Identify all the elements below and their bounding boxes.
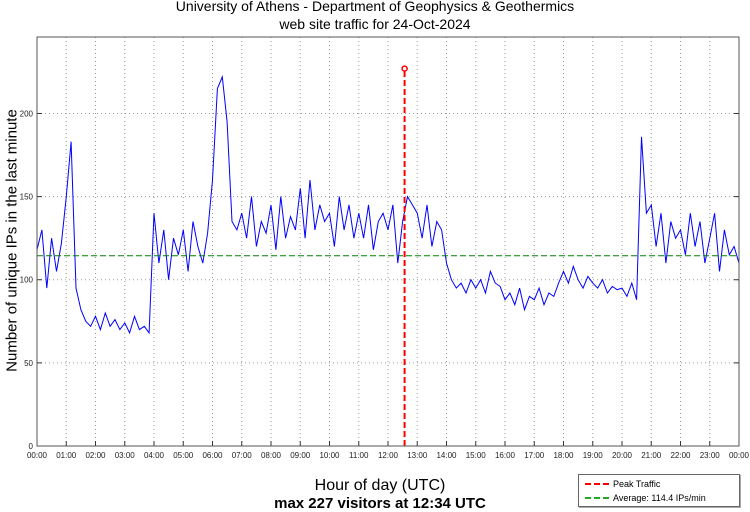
legend-peak-swatch <box>585 483 609 485</box>
x-tick-label: 21:00 <box>641 451 662 460</box>
y-tick-label: 100 <box>20 276 34 285</box>
legend-average-label: Average: 114.4 IPs/min <box>613 493 706 503</box>
x-tick-label: 09:00 <box>290 451 311 460</box>
x-tick-label: 07:00 <box>232 451 253 460</box>
x-tick-label: 19:00 <box>583 451 604 460</box>
x-tick-label: 15:00 <box>466 451 487 460</box>
x-tick-label: 23:00 <box>700 451 721 460</box>
y-tick-label: 50 <box>24 359 33 368</box>
chart-title: University of Athens - Department of Geo… <box>175 0 575 14</box>
legend-peak-label: Peak Traffic <box>613 479 661 489</box>
traffic-series-line <box>36 74 740 335</box>
x-axis-label: Hour of day (UTC) <box>314 477 446 494</box>
x-tick-label: 03:00 <box>115 451 136 460</box>
plot-frame <box>36 36 740 447</box>
y-tick-label: 0 <box>29 442 34 451</box>
x-tick-label: 08:00 <box>261 451 282 460</box>
x-tick-label: 11:00 <box>349 451 369 460</box>
x-tick-label: 10:00 <box>319 451 340 460</box>
x-tick-label: 16:00 <box>495 451 516 460</box>
legend-average: Average: 114.4 IPs/min <box>585 492 706 504</box>
x-tick-label: 05:00 <box>173 451 194 460</box>
legend-average-swatch <box>585 497 609 499</box>
x-tick-label: 20:00 <box>612 451 633 460</box>
x-tick-label: 17:00 <box>524 451 545 460</box>
chart-subtitle: web site traffic for 24-Oct-2024 <box>279 16 471 32</box>
legend: Peak Traffic Average: 114.4 IPs/min <box>578 474 740 507</box>
x-tick-label: 00:00 <box>27 451 48 460</box>
x-tick-label: 01:00 <box>56 451 77 460</box>
x-tick-label: 13:00 <box>407 451 428 460</box>
x-tick-label: 12:00 <box>378 451 399 460</box>
x-tick-label: 00:00 <box>729 451 750 460</box>
y-tick-label: 200 <box>20 109 34 118</box>
x-tick-label: 14:00 <box>436 451 457 460</box>
peak-marker <box>401 65 408 72</box>
x-tick-label: 06:00 <box>202 451 223 460</box>
x-tick-label: 18:00 <box>553 451 574 460</box>
legend-peak: Peak Traffic <box>585 478 660 490</box>
x-tick-label: 22:00 <box>670 451 691 460</box>
x-tick-label: 02:00 <box>85 451 106 460</box>
max-caption: max 227 visitors at 12:34 UTC <box>274 495 486 512</box>
y-tick-label: 150 <box>20 193 34 202</box>
x-tick-label: 04:00 <box>144 451 165 460</box>
